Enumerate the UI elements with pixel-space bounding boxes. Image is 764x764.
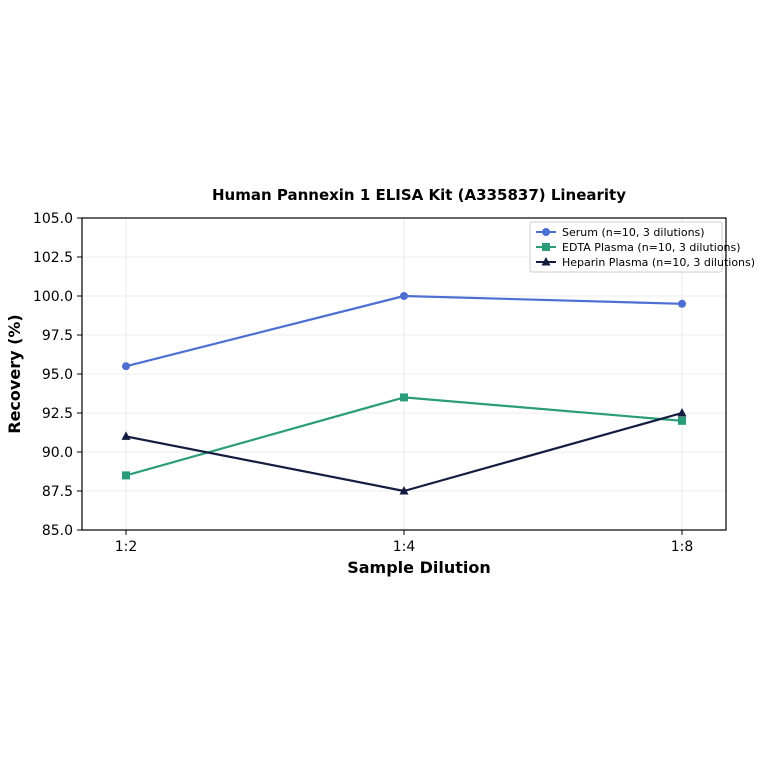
y-tick-label: 85.0 (42, 523, 73, 539)
legend: Serum (n=10, 3 dilutions) EDTA Plasma (n=… (529, 221, 755, 273)
legend-marker (541, 257, 551, 266)
data-point (121, 431, 131, 440)
data-point (678, 299, 686, 308)
y-tick-label: 100.0 (33, 289, 73, 305)
y-tick-label: 92.5 (42, 406, 73, 422)
legend-marker (542, 228, 550, 236)
legend-marker (542, 243, 550, 251)
legend-box (529, 221, 723, 273)
y-tick-label: 90.0 (42, 445, 73, 461)
x-tick-label: 1:8 (671, 539, 694, 555)
legend-item: Heparin Plasma (n=10, 3 dilutions) (536, 256, 755, 269)
chart-title: Human Pannexin 1 ELISA Kit (A335837) Lin… (212, 186, 626, 204)
legend-item: EDTA Plasma (n=10, 3 dilutions) (536, 241, 741, 254)
x-tick-label: 1:4 (393, 539, 416, 555)
data-point (400, 292, 408, 300)
legend-label: Serum (n=10, 3 dilutions) (562, 226, 705, 239)
data-point (122, 471, 130, 480)
x-axis-title: Sample Dilution (347, 558, 491, 577)
series-2 (121, 408, 687, 495)
data-point (678, 416, 686, 425)
data-point (400, 393, 408, 402)
plot-frame (81, 217, 727, 531)
series-group (121, 292, 687, 495)
y-tick-label: 87.5 (42, 484, 73, 500)
y-tick-label: 97.5 (42, 328, 73, 344)
data-point (677, 408, 687, 417)
series-1 (122, 393, 686, 480)
legend-label: EDTA Plasma (n=10, 3 dilutions) (562, 241, 741, 254)
x-tick-label: 1:2 (115, 539, 138, 555)
x-axis-ticks: 1:2 1:4 1:8 (115, 530, 694, 555)
y-tick-label: 102.5 (33, 250, 73, 266)
data-point (122, 362, 130, 371)
y-axis-ticks: 85.0 87.5 90.0 92.5 95.0 97.5 100.0 102.5 105.0 (33, 211, 82, 539)
y-axis-title: Recovery (%) (5, 314, 24, 433)
series-0 (122, 292, 686, 371)
legend-item: Serum (n=10, 3 dilutions) (536, 226, 705, 239)
y-tick-label: 95.0 (42, 367, 73, 383)
data-point (399, 486, 409, 495)
y-tick-label: 105.0 (33, 211, 73, 227)
legend-label: Heparin Plasma (n=10, 3 dilutions) (562, 256, 755, 269)
